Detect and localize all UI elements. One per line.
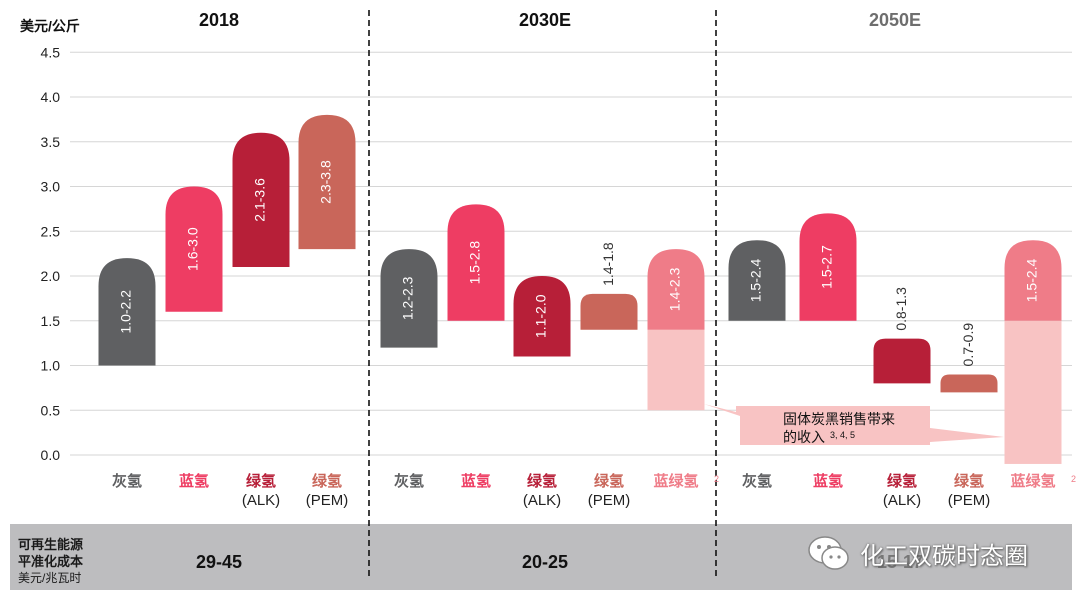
category-label: 灰氢	[394, 472, 424, 490]
divider-layer	[368, 10, 717, 576]
bar-2030E-蓝氢	[447, 204, 505, 321]
watermark-text: 化工双碳时态圈	[860, 541, 1028, 570]
bar-value-label: 1.5-2.8	[467, 241, 483, 285]
callout-pointer	[930, 428, 1004, 442]
category-sublabel: (ALK)	[523, 492, 561, 509]
cost-label-line-1: 可再生能源	[18, 537, 84, 552]
y-tick-label: 3.5	[41, 134, 61, 150]
bar-2030E-灰氢	[380, 249, 438, 348]
category-superscript: 2	[1071, 474, 1076, 484]
bar-value-label: 1.5-2.7	[819, 245, 835, 289]
category-label: 绿氢	[887, 472, 917, 490]
bar-value-label: 1.0-2.2	[118, 290, 134, 334]
bar-value-label: 1.4-1.8	[600, 242, 616, 286]
watermark: 化工双碳时态圈	[806, 534, 1028, 572]
bar-extension-2030E	[647, 329, 705, 411]
cost-label-line-2: 平准化成本	[18, 554, 84, 569]
renewable-cost-band	[10, 524, 1072, 590]
bar-2030E-绿氢(ALK)	[513, 276, 571, 357]
bar-extension-2050E	[1004, 320, 1062, 464]
category-label: 蓝绿氢	[1010, 472, 1055, 490]
bar-2018-绿氢(ALK)	[232, 132, 290, 268]
cost-value-2030e: 20-25	[521, 552, 569, 572]
bar-value-label: 1.4-2.3	[667, 267, 683, 311]
y-tick-label: 0.0	[41, 447, 61, 463]
y-tick-label: 1.5	[41, 313, 61, 329]
category-label: 绿氢	[594, 472, 624, 490]
bar-2018-绿氢(PEM)	[298, 114, 356, 250]
category-label: 灰氢	[742, 472, 772, 490]
y-tick-label: 0.5	[41, 402, 61, 418]
bar-2050E-灰氢	[728, 240, 786, 321]
category-label: 绿氢	[312, 472, 342, 490]
category-label: 绿氢	[246, 472, 276, 490]
cost-value-2018: 29-45	[195, 552, 243, 572]
callout-bubble	[704, 404, 930, 445]
bar-2018-灰氢	[98, 258, 156, 366]
era-title-2050e: 2050E	[868, 10, 922, 30]
era-title-2030e: 2030E	[518, 10, 572, 30]
category-superscript: 2	[714, 474, 719, 484]
category-sublabel: (ALK)	[883, 492, 921, 509]
y-tick-label: 1.0	[41, 358, 61, 374]
callout-text-line-2: 的收入	[783, 430, 825, 446]
category-sublabel: (PEM)	[306, 492, 349, 509]
category-label: 蓝氢	[461, 472, 491, 490]
bar-2030E-蓝绿氢	[647, 249, 705, 330]
bar-value-label: 2.1-3.6	[252, 178, 268, 222]
bar-value-label: 1.1-2.0	[533, 294, 549, 338]
bar-value-label: 0.8-1.3	[893, 287, 909, 331]
y-tick-label: 3.0	[41, 179, 61, 195]
callout-text-line-1: 固体炭黑销售带来	[783, 412, 895, 428]
bar-value-label: 1.5-2.4	[1024, 258, 1040, 302]
y-tick-label: 2.0	[41, 268, 61, 284]
bar-2018-蓝氢	[165, 186, 223, 312]
bar-value-label: 1.2-2.3	[400, 276, 416, 320]
category-label: 绿氢	[527, 472, 557, 490]
bar-value-label: 1.6-3.0	[185, 227, 201, 271]
bar-2050E-绿氢(PEM)	[940, 374, 998, 393]
category-label: 绿氢	[954, 472, 984, 490]
category-sublabel: (PEM)	[588, 492, 631, 509]
category-label: 蓝氢	[179, 472, 209, 490]
bar-layer	[98, 114, 1062, 464]
y-axis-unit-label: 美元/公斤	[20, 18, 80, 34]
y-tick-label: 4.5	[41, 44, 61, 60]
wechat-icon	[808, 536, 849, 570]
bar-2050E-绿氢(ALK)	[873, 338, 931, 384]
callout-superscript: 3, 4, 5	[830, 430, 855, 440]
category-sublabel: (PEM)	[948, 492, 991, 509]
era-title-2018: 2018	[198, 10, 240, 30]
bar-2050E-蓝氢	[799, 213, 857, 321]
y-tick-label: 2.5	[41, 223, 61, 239]
bar-2030E-绿氢(PEM)	[580, 293, 638, 330]
cost-value-2050e: 15-17	[876, 552, 924, 572]
category-label: 灰氢	[112, 472, 142, 490]
bar-2050E-蓝绿氢	[1004, 240, 1062, 321]
y-tick-label: 4.0	[41, 89, 61, 105]
category-sublabel: (ALK)	[242, 492, 280, 509]
category-label: 蓝氢	[813, 472, 843, 490]
callout-layer	[704, 404, 1004, 445]
category-label: 蓝绿氢	[653, 472, 698, 490]
cost-label-line-3: 美元/兆瓦时	[18, 571, 82, 585]
bar-value-label: 1.5-2.4	[748, 258, 764, 302]
bar-value-label: 0.7-0.9	[960, 323, 976, 367]
bar-value-label: 2.3-3.8	[318, 160, 334, 204]
label-layer: 0.0 0.5 1.0 1.5 2.0 2.5 3.0 3.5 4.0 4.5 1.0-2.2 灰氢 1…	[41, 44, 1076, 509]
